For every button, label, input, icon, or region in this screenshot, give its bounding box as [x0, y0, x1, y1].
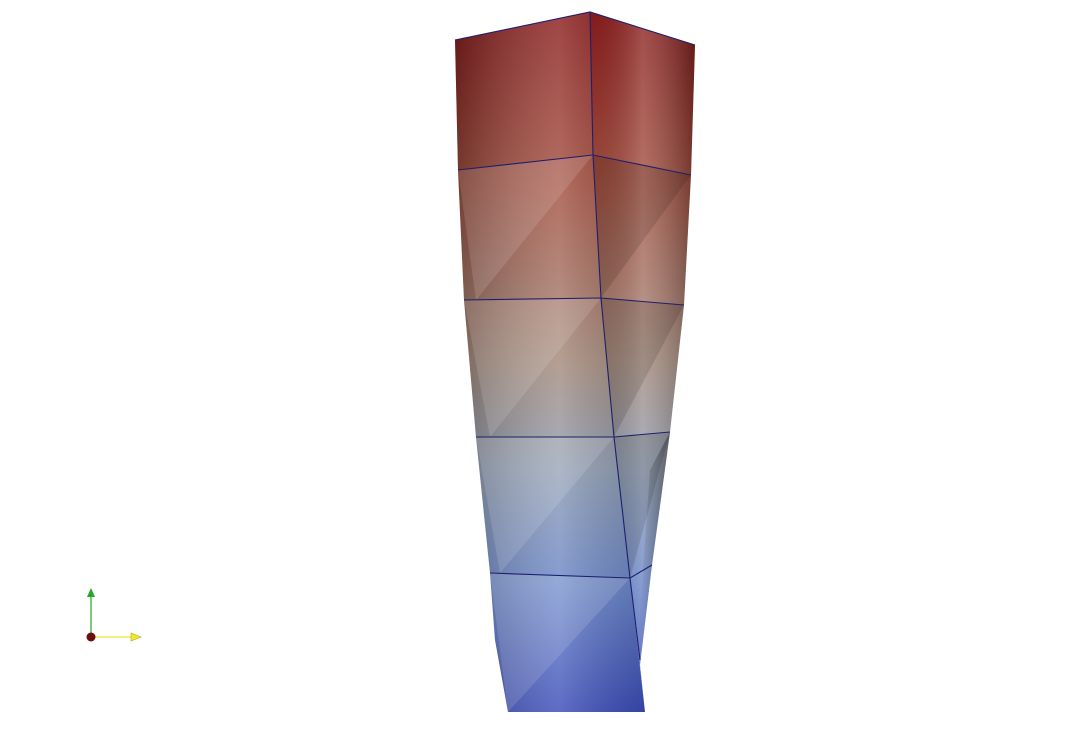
- z-axis-dot-icon: [86, 632, 96, 642]
- mesh-shading-bands: [458, 155, 691, 712]
- x-axis-arrow-icon: [130, 632, 142, 642]
- beam-right-face-shading: [590, 12, 695, 712]
- y-axis-arrow-icon: [87, 588, 95, 597]
- beam-right-face-dark-strip: [638, 432, 670, 665]
- beam-left-face-shading: [455, 12, 645, 712]
- twisted-beam-mesh: [454, 11, 696, 712]
- mesh-edges: [454, 11, 696, 661]
- orientation-axes: [86, 588, 142, 642]
